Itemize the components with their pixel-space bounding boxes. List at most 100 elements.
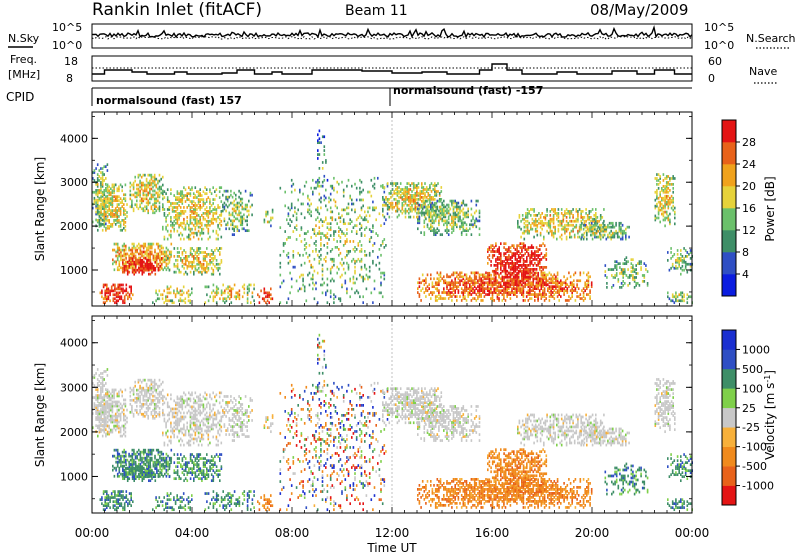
power-cell (422, 196, 425, 199)
power-cell (310, 277, 312, 281)
power-cell (302, 279, 304, 283)
noise-left-tick-top: 10^5 (52, 21, 82, 34)
power-cell (628, 282, 631, 285)
power-cell (551, 219, 553, 223)
power-cell (132, 293, 134, 297)
power-cell (205, 192, 208, 196)
power-cell (582, 227, 585, 231)
power-cell (451, 199, 453, 203)
power-cell (454, 277, 456, 281)
power-cell (434, 217, 437, 221)
power-cell (196, 214, 198, 217)
power-cell (390, 196, 392, 199)
power-cell (530, 214, 532, 217)
power-cell (119, 297, 121, 301)
power-cell (355, 198, 358, 202)
power-cell (517, 266, 520, 269)
power-cell (508, 262, 510, 265)
power-cell (152, 256, 155, 260)
power-cell (189, 188, 192, 192)
power-cell (239, 197, 242, 201)
power-cell (549, 217, 552, 221)
power-cell (522, 273, 525, 277)
power-cell (426, 207, 429, 211)
power-cell (186, 257, 189, 260)
power-cell (500, 264, 502, 267)
power-cell (233, 219, 235, 223)
power-cell (199, 206, 201, 209)
power-cell (339, 216, 342, 220)
power-cell (480, 293, 482, 296)
power-cell (105, 207, 107, 210)
power-cell (425, 281, 427, 285)
power-cell (294, 206, 296, 210)
power-cell (467, 281, 469, 285)
power-cell (215, 247, 218, 250)
power-cell (516, 291, 518, 294)
power-cell (511, 254, 513, 257)
power-cell (511, 289, 513, 293)
power-cell (166, 208, 169, 211)
power-cell (661, 202, 663, 206)
power-cell (418, 211, 421, 215)
power-cell (566, 287, 569, 291)
power-cell (536, 223, 539, 227)
power-cell (246, 287, 249, 291)
power-cell (526, 212, 529, 215)
power-cell (517, 225, 519, 229)
power-cell (173, 247, 176, 250)
power-cell (199, 264, 202, 268)
power-cell (158, 209, 161, 213)
power-cell (525, 295, 528, 298)
power-cell (126, 268, 129, 272)
power-cell (246, 205, 248, 209)
power-cell (215, 259, 218, 262)
power-cell (108, 213, 110, 216)
power-cell (411, 190, 413, 193)
power-cell (368, 253, 371, 257)
power-cell (316, 208, 319, 212)
power-cell (99, 291, 102, 295)
power-cell (493, 291, 495, 294)
power-cell (160, 258, 163, 262)
power-cell (329, 289, 332, 293)
power-cell (116, 209, 119, 212)
power-cell (491, 285, 494, 289)
cpid-panel: CPID normalsound (fast) 157 normalsound … (6, 84, 692, 107)
power-cell (380, 283, 382, 287)
power-cell (155, 254, 158, 258)
power-cell (609, 268, 611, 271)
power-cell (511, 291, 513, 294)
power-cell (149, 179, 151, 183)
power-cell (189, 208, 192, 211)
power-cell (422, 188, 425, 191)
power-cell (521, 264, 523, 267)
power-cell (380, 281, 382, 285)
power-cell (559, 221, 561, 225)
power-cell (600, 227, 603, 231)
power-cell (152, 203, 154, 207)
power-cell (321, 135, 324, 139)
power-cell (194, 206, 197, 209)
power-cell (362, 218, 364, 222)
power-cell (490, 277, 492, 281)
power-cell (443, 211, 445, 215)
power-cell (391, 203, 394, 207)
power-cell (238, 213, 240, 217)
power-cell (116, 219, 119, 222)
power-cell (539, 258, 541, 261)
power-cell (604, 270, 607, 273)
power-cell (521, 254, 523, 257)
power-cell (111, 205, 114, 208)
power-cell (139, 266, 142, 270)
power-cell (344, 242, 347, 245)
power-cell (589, 275, 591, 279)
power-cell (147, 248, 150, 252)
power-cell (144, 193, 146, 197)
power-cell (521, 266, 523, 269)
power-cell (521, 275, 523, 279)
power-cell (120, 258, 122, 262)
power-cell (122, 289, 124, 293)
power-cell (619, 272, 621, 275)
power-cell (570, 210, 573, 213)
